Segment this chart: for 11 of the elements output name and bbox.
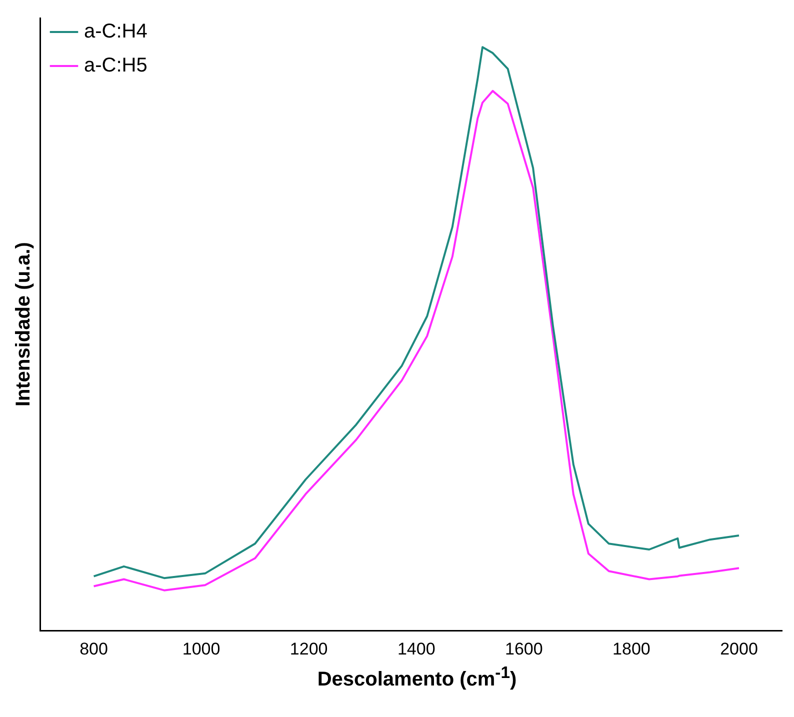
x-tick-label: 1400	[397, 639, 436, 658]
x-tick-label: 2000	[720, 639, 758, 658]
legend-label: a-C:H4	[84, 20, 148, 43]
x-tick-label: 1800	[612, 639, 650, 658]
x-tick-label: 800	[80, 639, 108, 658]
x-axis-title: Descolamento (cm$^{-1}$)	[316, 663, 518, 692]
legend-label: a-C:H5	[84, 54, 148, 77]
x-tick-label: 1000	[182, 639, 220, 658]
x-tick-label: 1200	[290, 639, 328, 658]
y-axis-title: Intensidade (u.a.)	[12, 242, 35, 407]
x-tick-label: 1600	[505, 639, 543, 658]
